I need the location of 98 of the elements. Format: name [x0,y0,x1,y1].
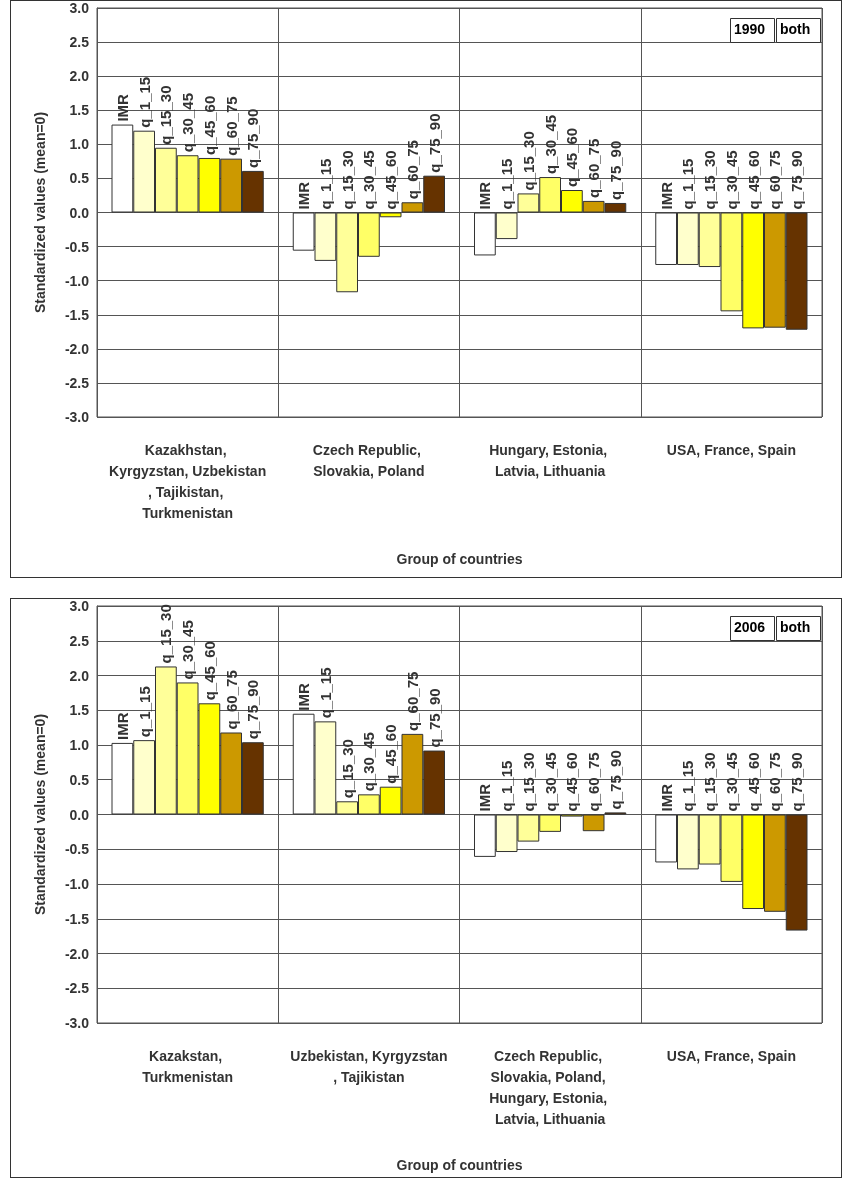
y-tick-label: 0.0 [69,204,90,221]
text: q_1_15 [135,76,153,128]
text: q_15_30 [338,739,356,799]
y-tick-label: -2.0 [64,945,90,962]
y-tick-label: 3.0 [69,598,90,614]
y-tick-label: 2.0 [69,68,90,85]
y-tick-label: 2.5 [69,34,90,51]
text: q_75_90 [244,108,262,168]
text: q_15_30 [157,604,175,664]
text: q_1_15 [498,158,516,210]
text: q_60_75 [222,670,240,730]
text: IMR [295,683,313,711]
y-tick-label: 1.0 [69,136,90,153]
annotation: both [780,21,811,37]
text: q_30_45 [722,752,740,812]
text: q_75_90 [425,113,443,173]
text: q_30_45 [722,150,740,210]
text: q_45_60 [382,150,400,210]
text: IMR [113,712,131,740]
text: q_45_60 [744,752,762,812]
text: IMR [476,783,494,812]
y-axis-title: Standardized values (mean=0) [32,111,48,314]
text: q_30_45 [541,114,559,175]
text: q_60_75 [766,150,784,210]
text: q_60_75 [585,138,603,198]
text: q_1_15 [135,686,153,738]
annotation: 1990 [734,21,766,37]
text: q_45_60 [200,95,218,155]
y-tick-label: 0.5 [69,771,90,788]
text: q_1_15 [316,667,334,719]
x-tick-label: Kazakhstan, Kyrgyzstan, Uzbekistan, Tajikistan, Turkmenistan [109,441,267,521]
y-tick-label: -2.5 [64,374,90,391]
x-axis-title: Group of countries [396,551,523,567]
text: q_45_60 [744,150,762,210]
x-tick-label: Czech Republic, Slovakia, Poland, Hungary, Estonia, Latvia, Lithuania [489,1047,612,1127]
y-tick-label: -1.0 [64,272,90,289]
y-tick-label: -0.5 [64,238,90,255]
y-tick-label: -0.5 [64,841,90,858]
y-tick-label: 3.0 [69,0,90,16]
x-tick-label: USA, France, Spain [666,441,796,458]
text: IMR [113,93,131,122]
text: q_30_45 [179,620,197,680]
text: q_60_75 [403,671,421,731]
y-tick-label: 1.0 [69,737,90,753]
y-axis-title: Standardized values (mean=0) [32,713,48,916]
text: q_75_90 [606,750,624,810]
text: q_60_75 [403,140,421,200]
text: q_30_45 [360,732,378,792]
text: q_45_60 [382,724,400,784]
text: q_30_45 [179,93,197,153]
y-tick-label: -1.0 [64,876,90,892]
x-tick-label: Uzbekistan, Kyrgyzstan, Tajikistan [290,1047,448,1085]
y-tick-label: -1.5 [64,910,90,927]
text: q_75_90 [425,688,443,748]
x-tick-label: Kazakstan, Turkmenistan [142,1047,234,1085]
y-tick-label: 2.0 [69,667,90,684]
text: q_75_90 [788,150,806,210]
y-tick-label: 1.5 [69,102,90,119]
text: q_15_30 [157,85,175,145]
y-tick-label: -3.0 [64,1015,90,1031]
text: q_30_45 [360,150,378,210]
text: q_15_30 [519,752,537,812]
text: q_45_60 [563,752,581,812]
y-tick-label: -3.0 [64,409,90,425]
text: IMR [476,182,494,210]
text: q_15_30 [519,131,537,191]
annotation: both [780,619,811,635]
text: q_1_15 [316,158,334,210]
text: q_15_30 [701,150,719,210]
y-tick-label: 0.5 [69,170,90,187]
x-tick-label: USA, France, Spain [666,1047,796,1064]
text: q_45_60 [200,641,218,701]
text: q_1_15 [679,760,697,812]
text: q_30_45 [541,752,559,812]
text: q_60_75 [222,96,240,156]
x-axis-title: Group of countries [396,1157,523,1173]
text: q_45_60 [563,127,581,188]
x-tick-label: Czech Republic, Slovakia, Poland [312,441,425,479]
text: q_15_30 [338,150,356,210]
y-tick-label: 1.5 [69,702,90,719]
text: q_60_75 [766,752,784,812]
y-tick-label: -2.5 [64,980,90,997]
y-tick-label: 2.5 [69,632,90,649]
text: q_15_30 [701,752,719,812]
text: IMR [657,784,675,812]
text: q_75_90 [788,752,806,812]
text: q_1_15 [679,158,697,210]
y-tick-label: -2.0 [64,340,90,357]
text: IMR [295,182,313,210]
text: q_75_90 [244,680,262,740]
text: q_60_75 [585,752,603,812]
y-tick-label: 0.0 [69,806,90,823]
x-tick-label: Hungary, Estonia, Latvia, Lithuania [489,441,612,479]
text: q_1_15 [498,760,516,812]
y-tick-label: -1.5 [64,306,90,323]
annotation: 2006 [734,619,766,635]
text: q_75_90 [606,140,624,200]
text: IMR [657,182,675,210]
